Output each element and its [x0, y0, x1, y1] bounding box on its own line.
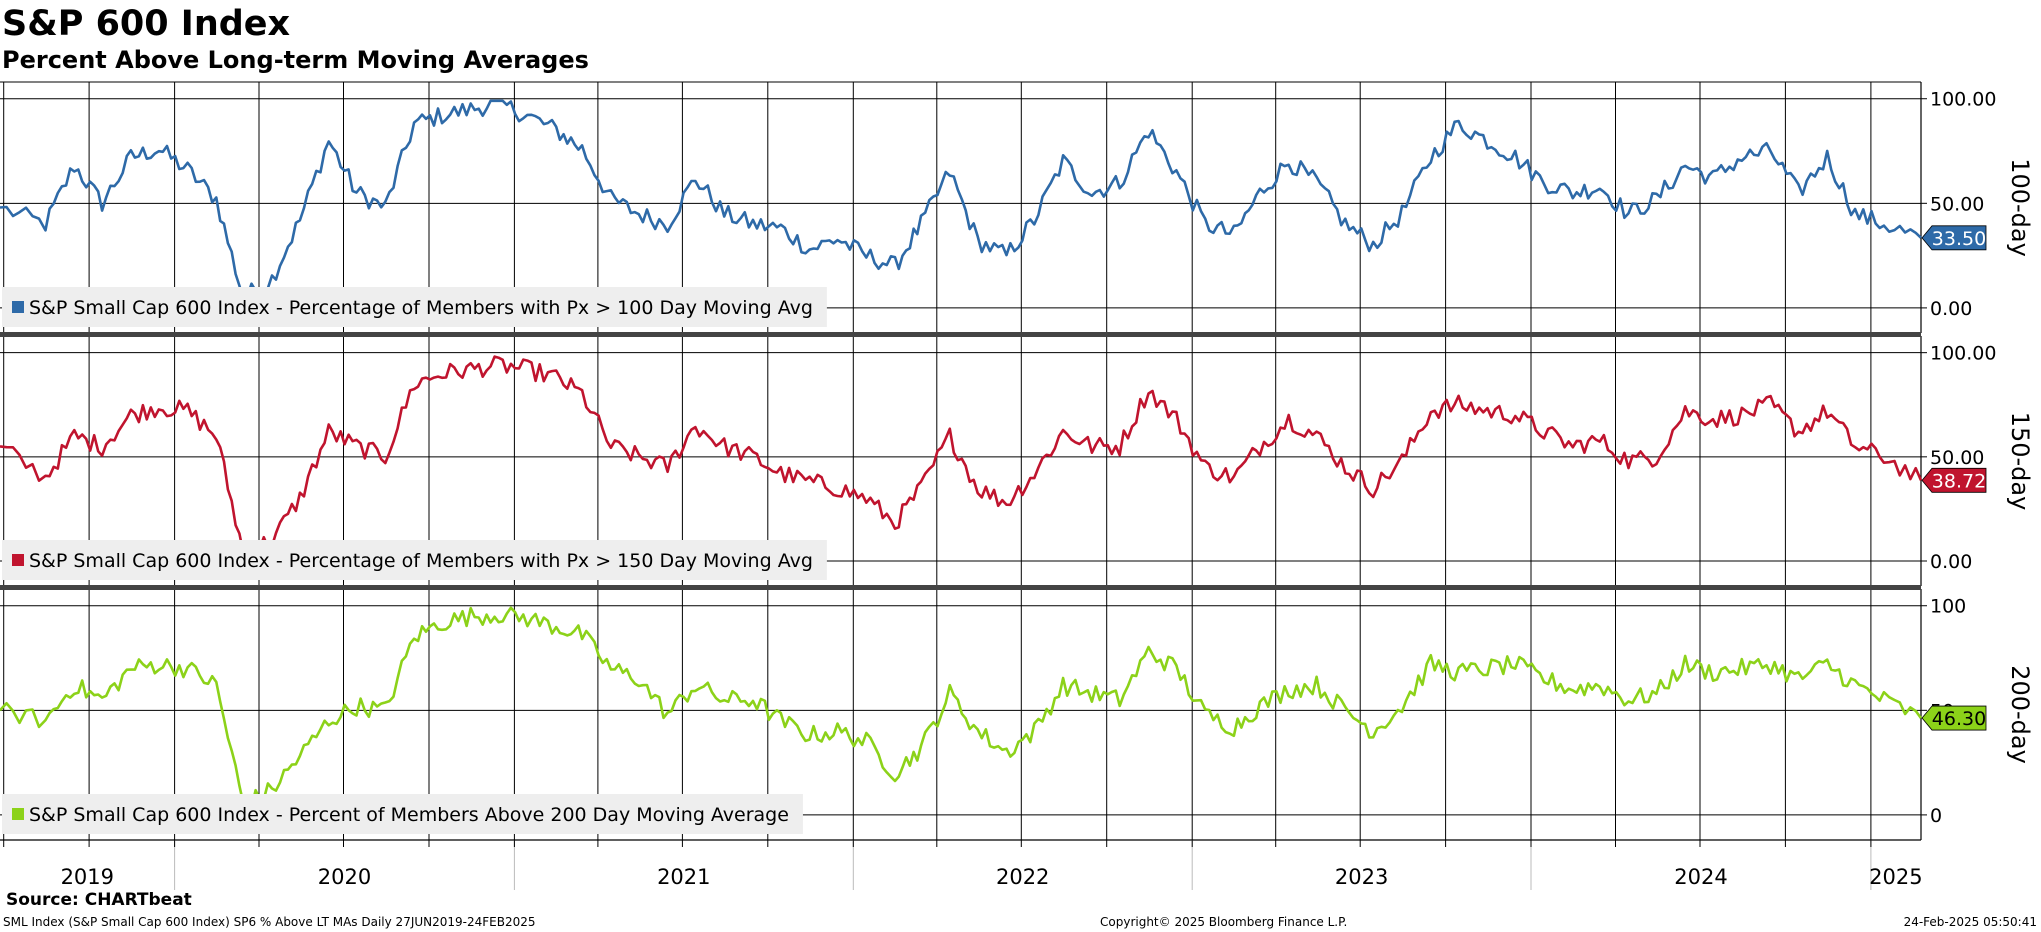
x-year-label: 2021	[657, 865, 710, 889]
timestamp: 24-Feb-2025 05:50:41	[1903, 915, 2037, 929]
legend-box	[2, 287, 827, 327]
chart-canvas: 0.00 50.00 100.00 100-day 33.50 S&P Small Cap…	[0, 81, 2034, 890]
legend-label: S&P Small Cap 600 Index - Percentage of …	[29, 297, 813, 319]
x-year-label: 2019	[61, 865, 114, 889]
x-year-label: 2023	[1335, 865, 1388, 889]
series-line	[0, 606, 1923, 810]
panel-label: 150-day	[2006, 412, 2034, 511]
last-value-tag	[1921, 467, 1987, 493]
copyright-notice: Copyright© 2025 Bloomberg Finance L.P.	[1100, 915, 1348, 929]
legend-swatch	[12, 808, 24, 820]
y-tick-label: 50.00	[1930, 447, 1984, 469]
last-value-label: 38.72	[1932, 470, 1986, 492]
last-value-label: 33.50	[1932, 228, 1986, 250]
chart-subtitle: Percent Above Long-term Moving Averages	[2, 46, 589, 74]
x-year-label: 2022	[996, 865, 1049, 889]
chart-title: S&P 600 Index	[2, 4, 291, 44]
y-tick-label: 100.00	[1930, 343, 1996, 365]
last-value-tag	[1921, 225, 1987, 251]
series-line	[0, 355, 1923, 560]
y-tick-label: 100	[1930, 596, 1966, 618]
legend-box	[2, 540, 827, 580]
panel-label: 100-day	[2006, 158, 2034, 257]
security-description: SML Index (S&P Small Cap 600 Index) SP6 …	[3, 915, 536, 929]
panel-label: 200-day	[2006, 665, 2034, 764]
y-tick-label: 0.00	[1930, 551, 1972, 573]
legend-swatch	[12, 554, 24, 566]
x-year-label: 2020	[318, 865, 371, 889]
series-line	[0, 99, 1922, 301]
y-tick-label: 50.00	[1930, 193, 1984, 215]
last-value-tag	[1921, 705, 1987, 731]
last-value-label: 46.30	[1932, 708, 1986, 730]
x-year-label: 2024	[1674, 865, 1727, 889]
legend-box	[2, 794, 803, 834]
y-tick-label: 0.00	[1930, 298, 1972, 320]
y-tick-label: 100.00	[1930, 89, 1996, 111]
legend-swatch	[12, 301, 24, 313]
source-label: Source: CHARTbeat	[6, 890, 192, 910]
y-tick-label: 0	[1930, 805, 1942, 827]
legend-label: S&P Small Cap 600 Index - Percent of Mem…	[29, 804, 789, 826]
panel-150-day: 0.00 50.00 100.00 150-day 38.72 S&P Small Cap…	[0, 336, 2034, 586]
x-year-label: 2025	[1869, 865, 1922, 889]
legend-label: S&P Small Cap 600 Index - Percentage of …	[29, 550, 813, 572]
panel-100-day: 0.00 50.00 100.00 100-day 33.50 S&P Small Cap…	[0, 82, 2034, 333]
